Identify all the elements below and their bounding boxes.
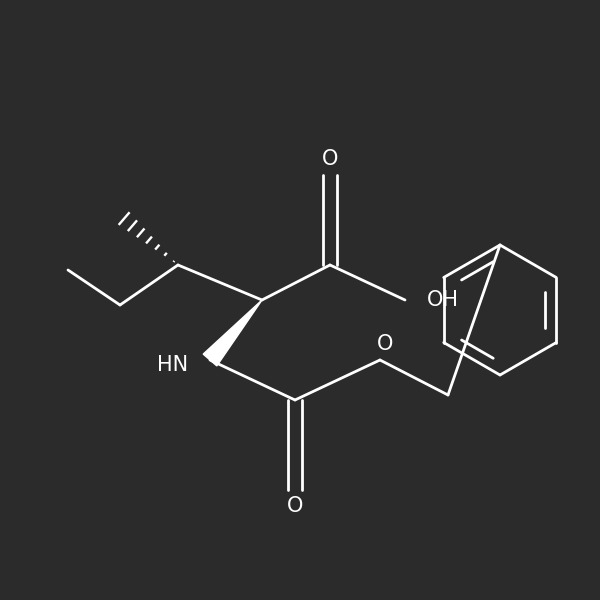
Polygon shape	[203, 300, 262, 366]
Text: OH: OH	[427, 290, 459, 310]
Text: O: O	[377, 334, 393, 354]
Text: O: O	[287, 496, 303, 516]
Text: O: O	[322, 149, 338, 169]
Text: HN: HN	[157, 355, 188, 375]
